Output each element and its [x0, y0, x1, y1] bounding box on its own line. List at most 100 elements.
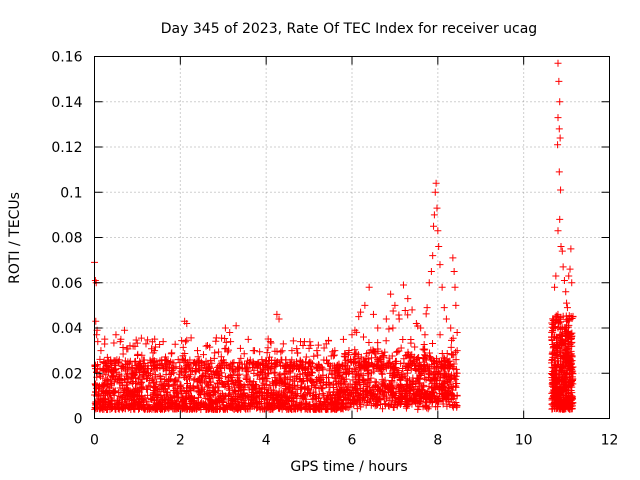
- data-point: [119, 350, 127, 358]
- x-tick-label: 12: [601, 433, 619, 449]
- data-point: [114, 376, 122, 384]
- data-point: [404, 311, 412, 319]
- data-point: [374, 339, 382, 347]
- data-point: [132, 357, 140, 365]
- data-point: [166, 399, 174, 407]
- x-tick-label: 0: [90, 433, 99, 449]
- data-point: [145, 381, 153, 389]
- data-point: [314, 364, 322, 372]
- data-point: [378, 370, 386, 378]
- data-point: [327, 362, 335, 370]
- data-point: [554, 377, 562, 385]
- data-point: [548, 333, 556, 341]
- data-point: [156, 372, 164, 380]
- data-point: [421, 331, 429, 339]
- data-point: [207, 356, 215, 364]
- data-point: [161, 405, 169, 413]
- data-point: [381, 400, 389, 408]
- data-point: [363, 350, 371, 358]
- data-point: [181, 357, 189, 365]
- data-point: [565, 272, 573, 280]
- data-point: [164, 381, 172, 389]
- data-point: [378, 380, 386, 388]
- data-point: [329, 380, 337, 388]
- data-point: [425, 279, 433, 287]
- data-point: [437, 364, 445, 372]
- data-point: [221, 364, 229, 372]
- data-point: [215, 348, 223, 356]
- data-point: [249, 381, 257, 389]
- data-point: [449, 401, 457, 409]
- data-point: [257, 403, 265, 411]
- grid-lines: [94, 56, 610, 419]
- data-point: [187, 398, 195, 406]
- data-point: [272, 396, 280, 404]
- data-point: [317, 375, 325, 383]
- data-point: [291, 390, 299, 398]
- data-point: [108, 373, 116, 381]
- data-point: [110, 339, 118, 347]
- data-point: [123, 389, 131, 397]
- data-point: [182, 338, 190, 346]
- data-point: [381, 348, 389, 356]
- data-point: [134, 398, 142, 406]
- data-point: [292, 358, 300, 366]
- data-point: [272, 362, 280, 370]
- data-point: [266, 338, 274, 346]
- data-point: [246, 378, 254, 386]
- data-point: [251, 399, 259, 407]
- data-point: [560, 276, 568, 284]
- data-point: [359, 333, 367, 341]
- data-point: [365, 338, 373, 346]
- data-point: [563, 367, 571, 375]
- data-point: [200, 388, 208, 396]
- data-point: [361, 301, 369, 309]
- data-point: [279, 400, 287, 408]
- data-point: [221, 324, 229, 332]
- data-point: [451, 283, 459, 291]
- data-point: [148, 338, 156, 346]
- data-point: [105, 396, 113, 404]
- data-point: [553, 313, 561, 321]
- data-point: [443, 402, 451, 410]
- data-point: [453, 403, 461, 411]
- data-point: [438, 283, 446, 291]
- data-point: [313, 362, 321, 370]
- data-point: [170, 380, 178, 388]
- data-point: [209, 374, 217, 382]
- data-point: [123, 345, 131, 353]
- data-point: [556, 98, 564, 106]
- data-point: [112, 331, 120, 339]
- x-tick-label: 4: [262, 433, 271, 449]
- data-point: [554, 141, 562, 149]
- data-point: [395, 367, 403, 375]
- data-point: [563, 299, 571, 307]
- data-point: [565, 358, 573, 366]
- data-point: [548, 350, 556, 358]
- data-point: [249, 389, 257, 397]
- y-tick-label: 0.1: [60, 185, 82, 201]
- data-point: [557, 373, 565, 381]
- data-point: [221, 373, 229, 381]
- data-point: [339, 362, 347, 370]
- data-point: [119, 344, 127, 352]
- data-point: [436, 331, 444, 339]
- data-point: [151, 347, 159, 355]
- x-tick-label: 10: [515, 433, 533, 449]
- data-point: [323, 356, 331, 364]
- data-point: [559, 263, 567, 271]
- data-point: [267, 339, 275, 347]
- data-point: [568, 338, 576, 346]
- data-point: [365, 369, 373, 377]
- data-point: [419, 355, 427, 363]
- data-point: [158, 396, 166, 404]
- data-point: [564, 386, 572, 394]
- data-point: [341, 402, 349, 410]
- data-point: [558, 247, 566, 255]
- data-point: [318, 364, 326, 372]
- data-point: [441, 372, 449, 380]
- data-point: [550, 343, 558, 351]
- data-point: [553, 402, 561, 410]
- data-point: [348, 397, 356, 405]
- data-point: [180, 402, 188, 410]
